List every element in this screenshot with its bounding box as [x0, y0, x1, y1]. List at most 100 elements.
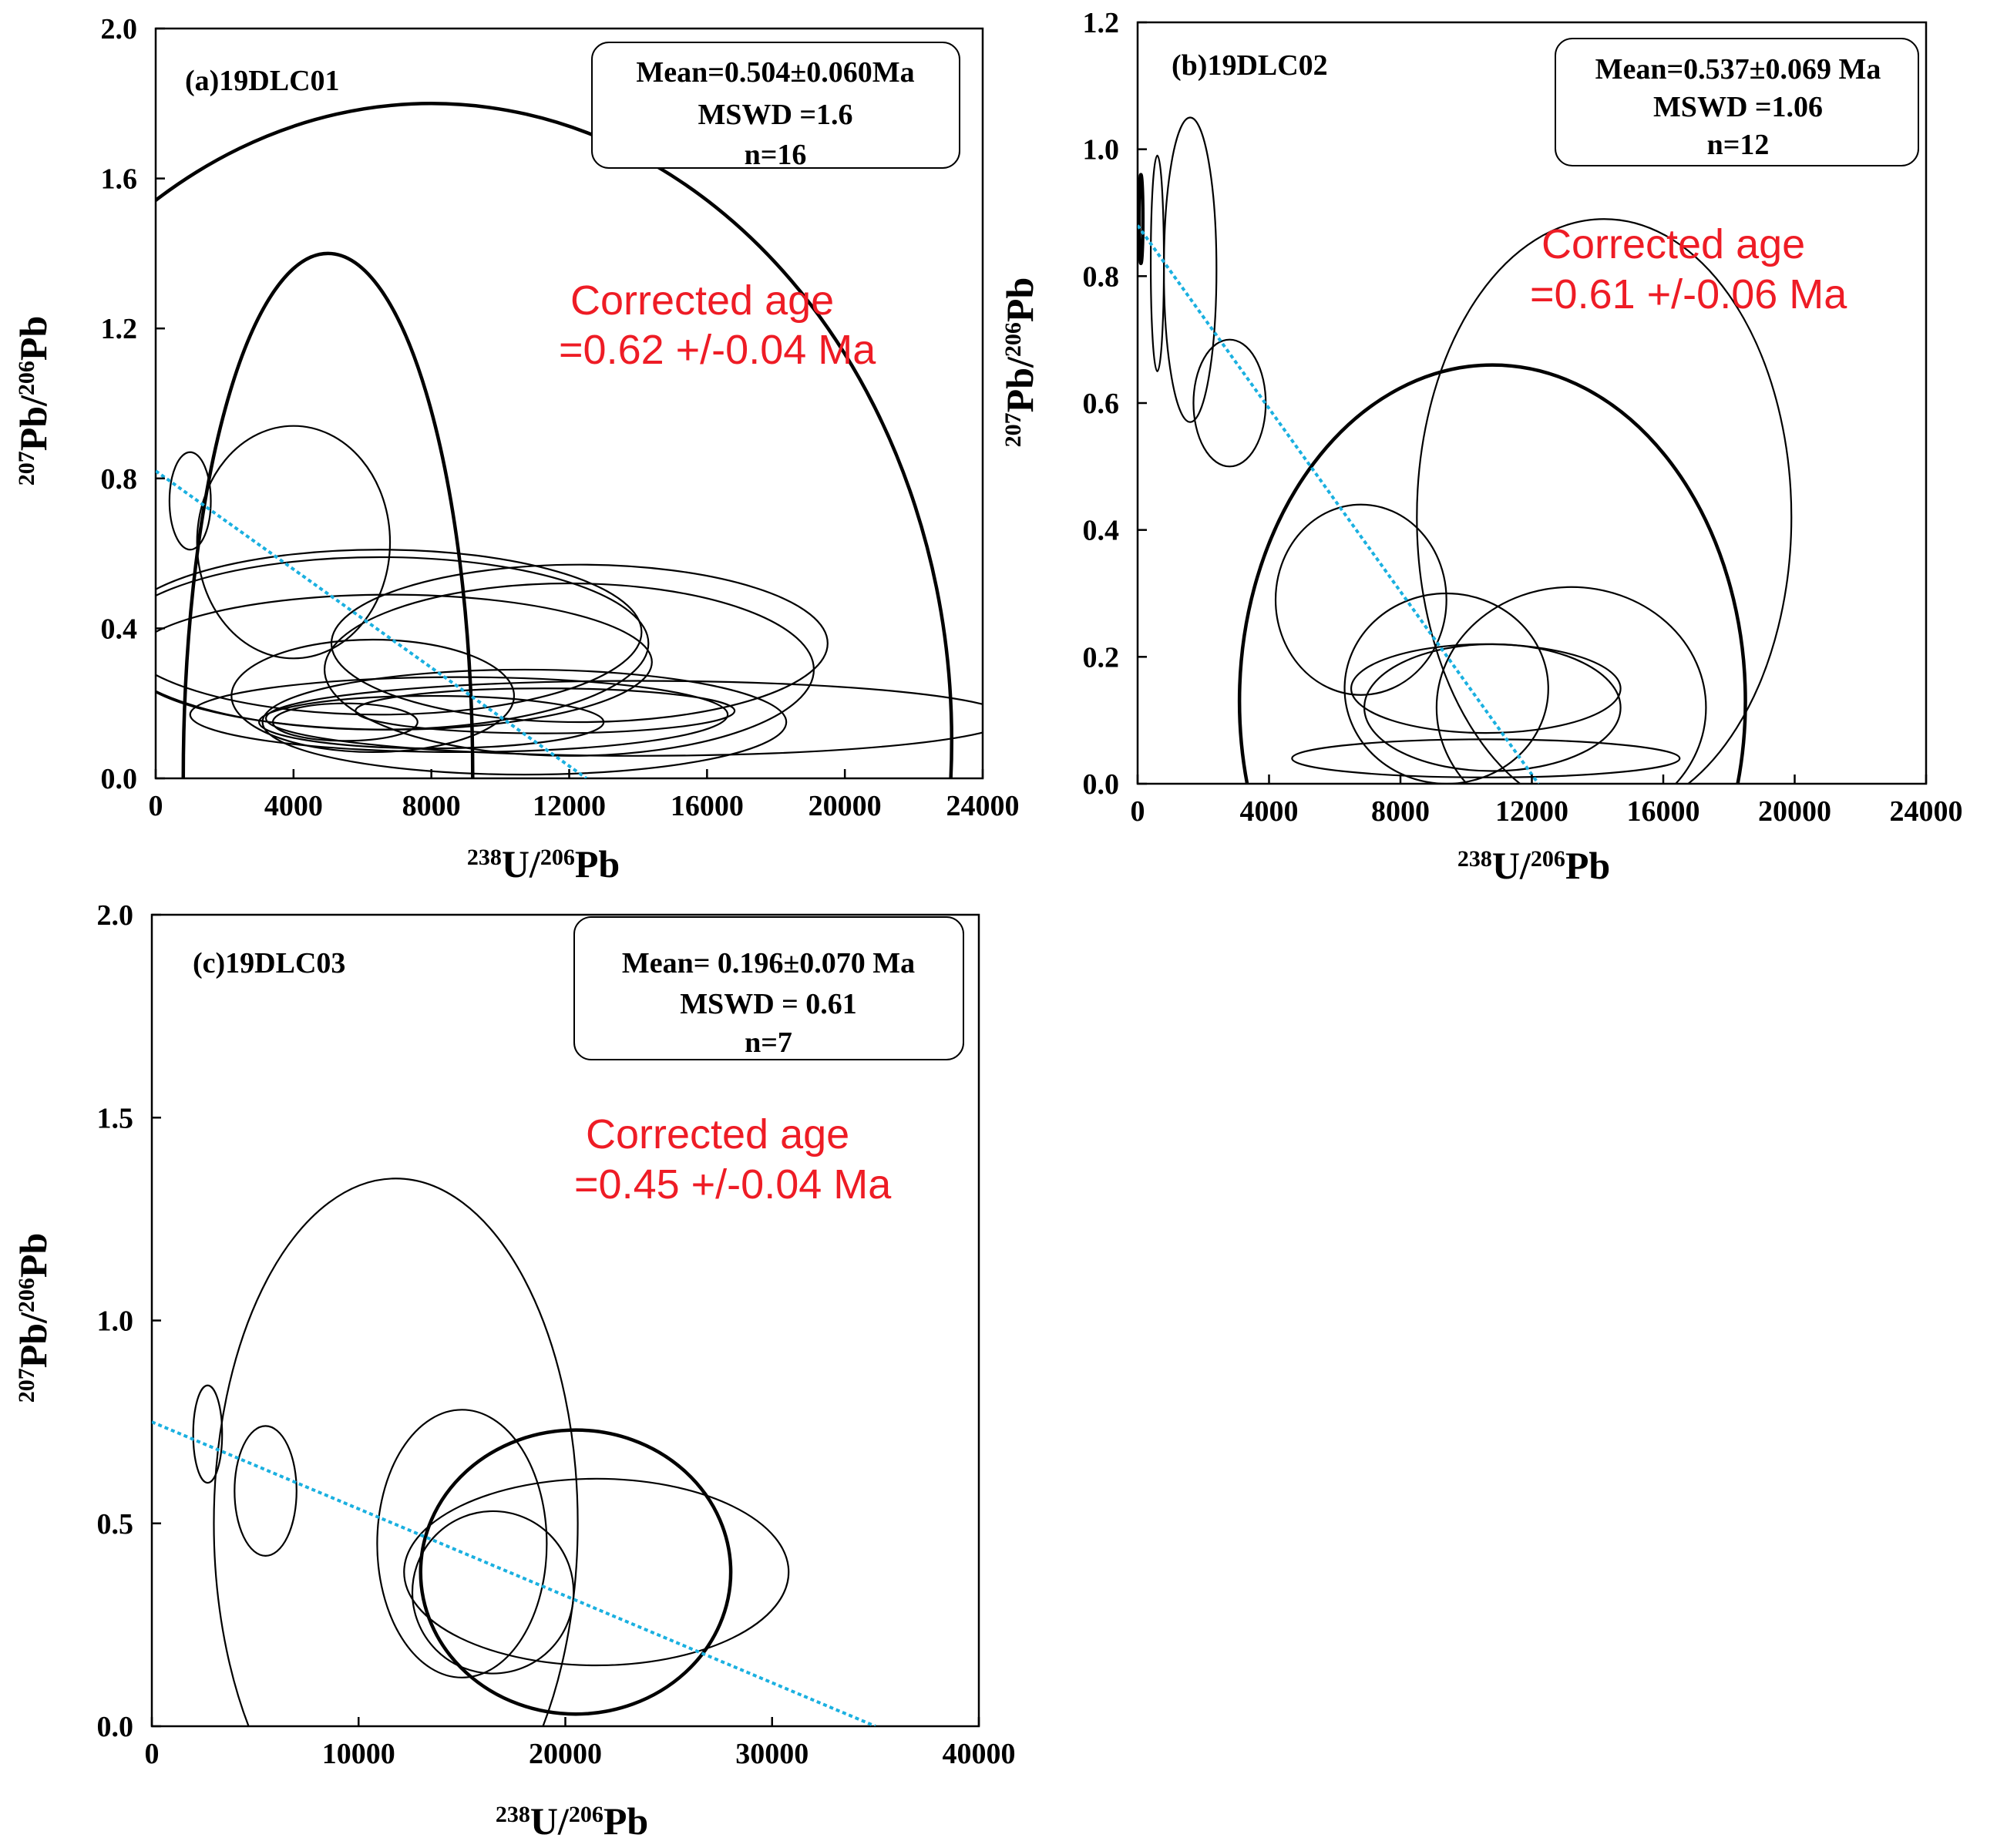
error-ellipse-7 [411, 1510, 575, 1675]
data-layer [1138, 116, 1793, 784]
y-axis-title-iso-mass2: 206 [14, 1278, 39, 1312]
x-tick-label: 16000 [1627, 795, 1700, 828]
x-tick-label: 16000 [671, 790, 744, 822]
x-axis-title-element: U/ [1492, 844, 1531, 887]
error-ellipse-7 [1237, 363, 1747, 784]
error-ellipse-11 [271, 702, 419, 742]
y-tick-label: 0.0 [1083, 768, 1120, 801]
x-tick-label: 8000 [402, 790, 461, 822]
error-ellipse-5 [156, 549, 643, 716]
y-axis-title: 207Pb/206Pb [12, 316, 55, 486]
y-tick-label: 1.0 [1083, 134, 1120, 166]
x-axis-title-iso-mass2: 206 [569, 1802, 603, 1827]
error-ellipse-8 [1343, 592, 1549, 784]
x-axis-title-element: U/ [502, 842, 541, 885]
y-axis-title-iso-mass2: 206 [1000, 322, 1026, 357]
stats-line-2: MSWD =1.06 [1653, 91, 1823, 123]
corrected-age-value: =0.61 +/-0.06 Ma [1530, 271, 1847, 318]
stats-line-3: n=7 [745, 1026, 792, 1059]
regression-line [152, 1420, 876, 1726]
x-axis-title-element: U/ [530, 1799, 570, 1843]
error-ellipse-6 [330, 563, 829, 724]
y-tick-label: 1.2 [101, 313, 138, 345]
x-tick-label: 12000 [533, 790, 606, 822]
error-ellipse-3 [213, 1178, 579, 1726]
error-ellipse-1 [192, 1384, 224, 1484]
panel-a-19dlc01: 0 4000 8000 12000 16000 20000 24000 0.0 0.4 0.8 1.… [12, 13, 1020, 885]
y-axis-title-iso-mass: 207 [14, 451, 39, 486]
x-axis-title-iso-mass2: 206 [1531, 846, 1565, 872]
panel-label: (a)19DLC01 [185, 65, 340, 97]
y-tick-label: 0.2 [1083, 641, 1120, 674]
x-axis-title: 238U/206Pb [1457, 844, 1610, 887]
x-tick-label: 20000 [529, 1738, 602, 1770]
y-axis-title-element2: Pb [12, 316, 55, 361]
stats-line-1: Mean=0.537±0.069 Ma [1595, 53, 1881, 86]
panel-c-19dlc03: 0 10000 20000 30000 40000 0.0 0.5 1.0 1.5 2.0 (c)1… [12, 899, 1016, 1843]
error-ellipse-3 [168, 451, 212, 551]
x-tick-label: 12000 [1495, 795, 1568, 828]
x-tick-label: 4000 [1240, 795, 1299, 828]
stats-line-1: Mean= 0.196±0.070 Ma [622, 947, 915, 979]
stats-line-2: MSWD =1.6 [698, 99, 852, 131]
x-tick-label: 10000 [322, 1738, 395, 1770]
y-axis-title-element2: Pb [998, 277, 1041, 322]
error-ellipse-5 [1274, 503, 1447, 696]
y-tick-label: 0.4 [1083, 515, 1120, 547]
stats-box [573, 916, 964, 1060]
x-tick-label: 8000 [1371, 795, 1430, 828]
y-axis-title-element2: Pb [12, 1233, 55, 1278]
stats-box [1555, 38, 1919, 166]
x-tick-label: 40000 [943, 1738, 1016, 1770]
error-ellipse-1 [1138, 173, 1145, 266]
y-tick-label: 0.0 [101, 763, 138, 795]
x-tick-label: 20000 [1758, 795, 1831, 828]
y-axis-title-iso-mass: 207 [14, 1368, 39, 1403]
data-layer [156, 102, 983, 778]
y-tick-label: 1.5 [97, 1102, 134, 1134]
regression-line [156, 469, 588, 778]
x-tick-label: 30000 [735, 1738, 809, 1770]
corrected-age-value: =0.62 +/-0.04 Ma [559, 327, 876, 373]
data-layer [152, 1178, 876, 1726]
x-tick-label: 0 [149, 790, 163, 822]
error-ellipse-6 [1416, 218, 1793, 784]
x-tick-label: 20000 [809, 790, 882, 822]
panel-b-19dlc02: 0 4000 8000 12000 16000 20000 24000 0.0 0.2 0.4 0.… [998, 7, 1963, 887]
error-ellipse-2 [181, 251, 475, 778]
error-ellipse-14 [265, 680, 983, 757]
x-axis-title-iso-mass2: 206 [540, 845, 575, 870]
error-ellipse-13 [261, 668, 788, 776]
x-axis-title: 238U/206Pb [496, 1799, 648, 1843]
error-ellipse-5 [419, 1428, 733, 1716]
y-axis-title-iso-mass2: 206 [14, 361, 39, 395]
y-axis-title-iso-mass: 207 [1000, 412, 1026, 447]
y-tick-label: 1.0 [97, 1305, 134, 1338]
panel-label: (c)19DLC03 [193, 947, 345, 979]
error-ellipse-11 [1363, 643, 1622, 772]
y-tick-label: 1.6 [101, 163, 138, 196]
x-axis-title-iso-mass: 238 [496, 1802, 530, 1827]
y-tick-label: 1.2 [1083, 7, 1120, 39]
y-tick-label: 0.4 [101, 613, 138, 645]
error-ellipse-4 [376, 1409, 548, 1678]
y-tick-label: 0.5 [97, 1508, 134, 1541]
y-tick-label: 0.6 [1083, 388, 1120, 420]
x-tick-label: 24000 [946, 790, 1020, 822]
x-tick-label: 0 [1131, 795, 1145, 828]
x-axis-title: 238U/206Pb [467, 842, 620, 885]
error-ellipse-15 [258, 694, 605, 750]
error-ellipse-1 [156, 102, 953, 778]
x-axis-title-iso-mass: 238 [1457, 846, 1492, 872]
corrected-age-label: Corrected age [1541, 221, 1805, 267]
y-tick-label: 2.0 [101, 13, 138, 45]
corrected-age-value: =0.45 +/-0.04 Ma [574, 1161, 892, 1208]
x-axis-title-iso-mass: 238 [467, 845, 502, 870]
y-tick-label: 2.0 [97, 899, 134, 932]
y-axis-title: 207Pb/206Pb [12, 1233, 55, 1403]
error-ellipse-4 [196, 425, 392, 660]
panel-label: (b)19DLC02 [1172, 49, 1328, 82]
stats-line-2: MSWD = 0.61 [680, 988, 857, 1020]
error-ellipse-6 [403, 1477, 790, 1667]
